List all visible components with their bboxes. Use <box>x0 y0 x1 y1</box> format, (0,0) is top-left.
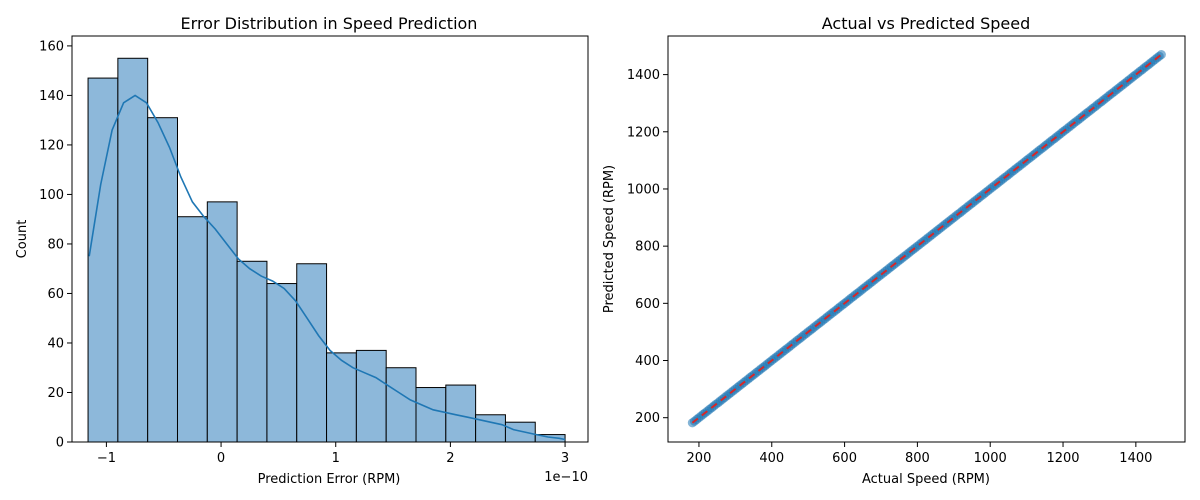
histogram-bar <box>355 349 387 443</box>
y-tick-label: 1000 <box>627 182 660 197</box>
y-tick-label: 60 <box>47 287 64 302</box>
y-tick-label: 600 <box>635 297 660 312</box>
histogram-bar <box>296 263 328 443</box>
histogram-axes-frame <box>71 35 589 443</box>
x-tick-label: 1000 <box>974 451 1007 466</box>
y-tick-label: 200 <box>635 411 660 426</box>
histogram-bar <box>326 352 357 443</box>
histogram-bar <box>415 387 447 443</box>
scatter-title: Actual vs Predicted Speed <box>822 14 1030 33</box>
x-tick-label: −1 <box>97 451 116 466</box>
y-tick-label: 400 <box>635 354 660 369</box>
histogram-bars <box>87 57 566 443</box>
histogram-bar <box>87 77 119 443</box>
x-tick-label: 600 <box>832 451 857 466</box>
histogram-y-label: Count <box>15 220 30 259</box>
scatter-y-ticks: 200 400 600 800 1000 1200 1400 <box>627 68 668 426</box>
y-tick-label: 800 <box>635 240 660 255</box>
histogram-panel: Error Distribution in Speed Prediction −… <box>15 14 589 487</box>
x-tick-label: 200 <box>687 451 712 466</box>
histogram-x-ticks: −1 0 1 2 3 <box>97 442 569 466</box>
histogram-bar <box>475 414 506 443</box>
histogram-title: Error Distribution in Speed Prediction <box>181 14 478 33</box>
kde-curve <box>88 94 566 441</box>
histogram-bar <box>236 260 268 443</box>
x-tick-label: 0 <box>217 451 225 466</box>
y-tick-label: 1400 <box>627 68 660 83</box>
y-tick-label: 160 <box>39 39 64 54</box>
scatter-panel: Actual vs Predicted Speed 200 400 600 800 10… <box>602 14 1186 487</box>
reference-line <box>691 53 1162 424</box>
x-offset-text: 1e−10 <box>544 470 588 485</box>
scatter-y-label: Predicted Speed (RPM) <box>602 165 617 313</box>
histogram-bar <box>176 216 208 443</box>
x-tick-label: 2 <box>446 451 454 466</box>
histogram-bar <box>147 117 178 443</box>
x-tick-label: 400 <box>759 451 784 466</box>
y-tick-label: 140 <box>39 89 64 104</box>
y-tick-label: 80 <box>47 237 64 252</box>
x-tick-label: 800 <box>905 451 930 466</box>
x-tick-label: 1400 <box>1119 451 1152 466</box>
histogram-x-label: Prediction Error (RPM) <box>258 472 401 487</box>
histogram-bar <box>504 421 536 443</box>
scatter-x-ticks: 200 400 600 800 1000 1200 1400 <box>687 442 1152 466</box>
y-tick-label: 100 <box>39 188 64 203</box>
x-tick-label: 1 <box>332 451 340 466</box>
y-tick-label: 0 <box>56 436 64 451</box>
y-tick-label: 1200 <box>627 125 660 140</box>
histogram-y-ticks: 0 20 40 60 80 100 120 140 160 <box>39 39 72 451</box>
scatter-x-label: Actual Speed (RPM) <box>862 472 990 487</box>
histogram-bar <box>385 367 417 443</box>
x-tick-label: 1200 <box>1046 451 1079 466</box>
y-tick-label: 120 <box>39 138 64 153</box>
scatter-axes-frame <box>667 35 1186 443</box>
histogram-bar <box>266 283 298 443</box>
y-tick-label: 20 <box>47 386 64 401</box>
histogram-bar <box>117 57 149 443</box>
y-tick-label: 40 <box>47 336 64 351</box>
x-tick-label: 3 <box>561 451 569 466</box>
